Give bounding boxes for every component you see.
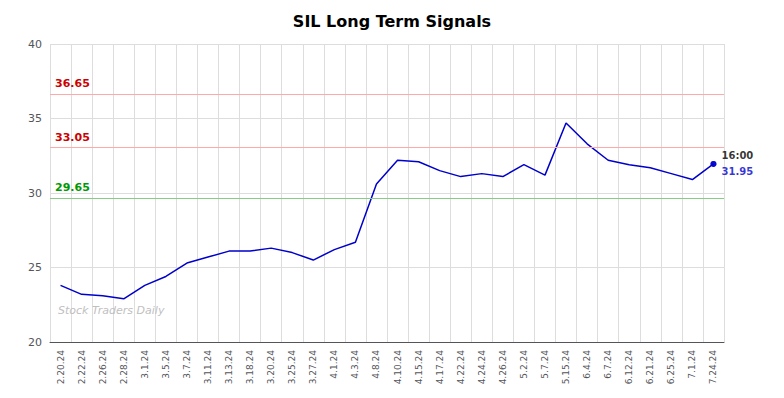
svg-text:3.25.24: 3.25.24 (287, 350, 297, 385)
svg-text:6.7.24: 6.7.24 (603, 350, 613, 379)
svg-text:6.12.24: 6.12.24 (624, 350, 634, 385)
svg-text:25: 25 (28, 261, 42, 274)
svg-text:5.7.24: 5.7.24 (540, 350, 550, 379)
svg-text:3.20.24: 3.20.24 (266, 350, 276, 385)
svg-text:16:00: 16:00 (721, 150, 753, 161)
svg-text:36.65: 36.65 (55, 77, 90, 90)
svg-text:Stock Traders Daily: Stock Traders Daily (58, 304, 165, 317)
svg-text:SIL Long Term Signals: SIL Long Term Signals (293, 12, 491, 31)
svg-text:6.25.24: 6.25.24 (666, 350, 676, 385)
svg-text:4.8.24: 4.8.24 (371, 350, 381, 379)
svg-text:4.24.24: 4.24.24 (477, 350, 487, 385)
svg-text:3.11.24: 3.11.24 (203, 350, 213, 385)
svg-text:20: 20 (28, 336, 42, 349)
svg-text:5.15.24: 5.15.24 (561, 350, 571, 385)
svg-text:7.1.24: 7.1.24 (687, 350, 697, 379)
svg-text:3.5.24: 3.5.24 (161, 350, 171, 379)
svg-text:2.26.24: 2.26.24 (98, 350, 108, 385)
svg-text:3.13.24: 3.13.24 (224, 350, 234, 385)
svg-text:33.05: 33.05 (55, 131, 90, 144)
svg-text:30: 30 (28, 187, 42, 200)
svg-text:2.22.24: 2.22.24 (77, 350, 87, 385)
svg-text:6.21.24: 6.21.24 (645, 350, 655, 385)
svg-text:4.3.24: 4.3.24 (350, 350, 360, 379)
svg-text:3.27.24: 3.27.24 (308, 350, 318, 385)
svg-text:31.95: 31.95 (721, 166, 753, 177)
svg-text:4.1.24: 4.1.24 (329, 350, 339, 379)
svg-text:4.10.24: 4.10.24 (393, 350, 403, 385)
svg-text:3.1.24: 3.1.24 (140, 350, 150, 379)
svg-text:4.15.24: 4.15.24 (414, 350, 424, 385)
svg-text:2.20.24: 2.20.24 (56, 350, 66, 385)
svg-text:4.26.24: 4.26.24 (498, 350, 508, 385)
svg-text:4.17.24: 4.17.24 (435, 350, 445, 385)
svg-text:35: 35 (28, 112, 42, 125)
svg-text:5.2.24: 5.2.24 (519, 350, 529, 379)
svg-text:29.65: 29.65 (55, 181, 90, 194)
svg-text:7.24.24: 7.24.24 (708, 350, 718, 385)
svg-text:4.22.24: 4.22.24 (456, 350, 466, 385)
svg-text:3.7.24: 3.7.24 (182, 350, 192, 379)
svg-text:40: 40 (28, 38, 42, 51)
svg-text:2.28.24: 2.28.24 (119, 350, 129, 385)
svg-text:3.18.24: 3.18.24 (245, 350, 255, 385)
svg-text:6.4.24: 6.4.24 (582, 350, 592, 379)
